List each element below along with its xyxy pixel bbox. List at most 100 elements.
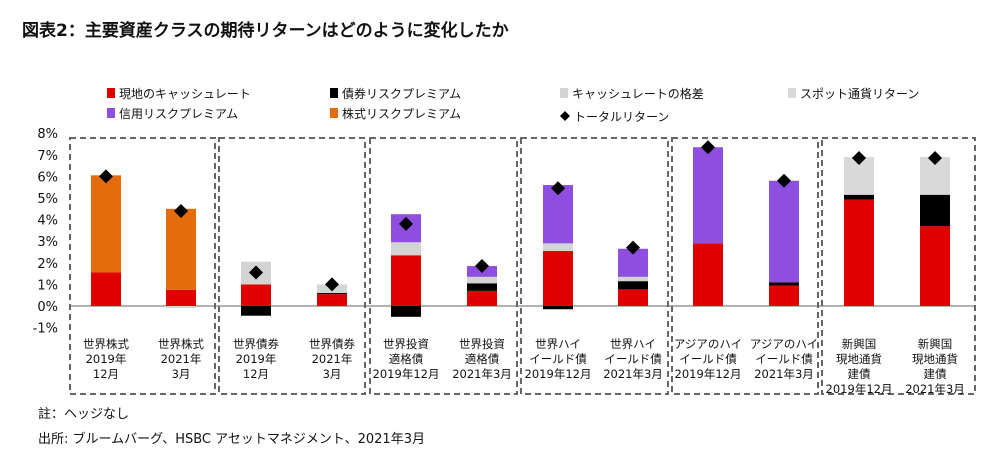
- chart-title: 図表2：主要資産クラスの期待リターンはどのように変化したか: [22, 20, 509, 41]
- group-box: [218, 137, 366, 395]
- x-tick-label-line: イールド債: [755, 352, 813, 366]
- x-tick-label-line: イールド債: [604, 352, 662, 366]
- x-tick-label-line: 世界ハイ: [610, 337, 656, 351]
- y-tick-label: -1%: [33, 322, 58, 337]
- x-tick-label-line: 2021年3月: [905, 382, 965, 396]
- bar-segment: [769, 285, 799, 306]
- x-tick-label-line: 12月: [243, 367, 269, 381]
- bar-segment: [618, 276, 648, 282]
- bar-segment: [91, 175, 121, 273]
- bar-segment: [391, 242, 421, 256]
- x-tick-label: アジアのハイイールド債 2019年12月: [674, 337, 742, 381]
- y-tick-label: 7%: [37, 149, 58, 164]
- y-tick-label: 8%: [37, 127, 58, 142]
- group-box: [520, 137, 669, 395]
- legend-label: スポット通貨リターン: [800, 86, 919, 101]
- y-tick-label: 4%: [37, 214, 58, 229]
- bar-segment: [166, 289, 196, 306]
- chart-note: 註：ヘッジなし: [38, 407, 129, 422]
- bar-segment: [467, 276, 497, 284]
- x-tick-label-line: 適格債: [389, 352, 424, 366]
- bar-segment: [166, 306, 196, 309]
- x-tick-label-line: 世界株式: [158, 337, 204, 351]
- total-return-marker: [928, 151, 942, 166]
- bar-segment: [91, 272, 121, 306]
- y-tick-label: 3%: [37, 235, 58, 250]
- group-box: [671, 137, 819, 395]
- legend-label: 株式リスクプレミアム: [342, 106, 461, 121]
- legend-swatch: [107, 88, 115, 98]
- x-tick-label-line: 現地通貨: [836, 352, 882, 366]
- total-return-marker: [777, 173, 791, 188]
- x-tick-label: アジアのハイイールド債 2021年3月: [750, 337, 818, 381]
- legend-diamond-icon: [560, 111, 570, 121]
- x-tick-label: 世界投資適格債 2019年12月: [373, 337, 440, 381]
- x-tick-label-line: 世界投資: [383, 337, 429, 351]
- bar-segment: [769, 282, 799, 286]
- bar-segment: [241, 306, 271, 316]
- legend-swatch: [788, 88, 796, 98]
- x-tick-label: 世界債券 2021年 3月: [309, 337, 355, 381]
- x-tick-label-line: 2019年12月: [675, 367, 742, 381]
- x-tick-label-line: 世界債券: [309, 337, 355, 351]
- bar-segment: [166, 208, 196, 290]
- bar-segment: [618, 281, 648, 290]
- legend-label: 現地のキャッシュレート: [119, 87, 251, 101]
- x-tick-label-line: アジアのハイ: [750, 337, 818, 351]
- x-tick-label-line: 建債: [848, 367, 871, 381]
- bar-segment: [391, 255, 421, 306]
- group-box: [369, 137, 518, 395]
- x-tick-label-line: 世界株式: [83, 337, 129, 351]
- total-return-marker: [551, 181, 565, 196]
- total-return-marker: [249, 265, 263, 280]
- x-tick-label-line: イールド債: [529, 352, 587, 366]
- legend-label: トータルリターン: [574, 110, 669, 124]
- x-tick-label-line: イールド債: [679, 352, 737, 366]
- y-tick-label: 6%: [37, 170, 58, 185]
- bar-segment: [920, 226, 950, 306]
- legend-swatch: [560, 88, 568, 98]
- bar-segment: [391, 306, 421, 317]
- bar-segment: [844, 194, 874, 200]
- x-tick-label-line: 2021年: [312, 352, 353, 366]
- x-tick-label-line: 3月: [172, 367, 191, 381]
- bar-segment: [317, 293, 347, 295]
- x-tick-label-line: 現地通貨: [912, 352, 958, 366]
- x-tick-label-line: 2019年12月: [826, 382, 893, 396]
- x-tick-label-line: 2021年3月: [754, 367, 814, 381]
- bar-segment: [693, 243, 723, 306]
- x-tick-label: 世界ハイイールド債 2021年3月: [603, 337, 663, 381]
- x-tick-label-line: 2021年3月: [452, 367, 512, 381]
- group-boxes: [69, 137, 976, 395]
- chart-source: 出所: ブルームバーグ、HSBC アセットマネジメント、2021年3月: [38, 431, 425, 447]
- x-tick-label-line: 世界ハイ: [535, 337, 581, 351]
- bar-segment: [693, 147, 723, 244]
- total-return-marker: [475, 259, 489, 274]
- x-tick-label-line: 新興国: [918, 337, 953, 351]
- bar-segment: [543, 250, 573, 306]
- y-tick-label: 5%: [37, 192, 58, 207]
- x-tick-label-line: 世界投資: [459, 337, 505, 351]
- x-tick-label: 世界投資適格債 2021年3月: [452, 337, 512, 381]
- x-tick-label-line: 2019年12月: [373, 367, 440, 381]
- x-tick-label-line: 建債: [924, 367, 947, 381]
- total-return-marker: [852, 151, 866, 166]
- y-tick-label: 1%: [37, 278, 58, 293]
- total-return-marker: [99, 169, 113, 184]
- legend-swatch: [330, 88, 338, 98]
- x-tick-label-line: 2021年: [161, 352, 202, 366]
- x-tick-label-line: 2021年3月: [603, 367, 663, 381]
- legend-swatch: [107, 108, 115, 118]
- y-tick-label: 2%: [37, 257, 58, 272]
- x-tick-label: 世界株式 2019年 12月: [83, 337, 129, 381]
- bar-segment: [543, 306, 573, 310]
- x-tick-label-line: 12月: [93, 367, 119, 381]
- y-axis: -1% 0% 1% 2% 3% 4% 5% 6% 7% 8%: [33, 127, 975, 337]
- bar-segment: [618, 289, 648, 306]
- legend: 現地のキャッシュレート 債券リスクプレミアム キャッシュレートの格差 スポット通貨リタ…: [107, 86, 919, 124]
- x-tick-label: 世界ハイイールド債 2019年12月: [525, 337, 592, 381]
- total-return-marker: [174, 203, 188, 218]
